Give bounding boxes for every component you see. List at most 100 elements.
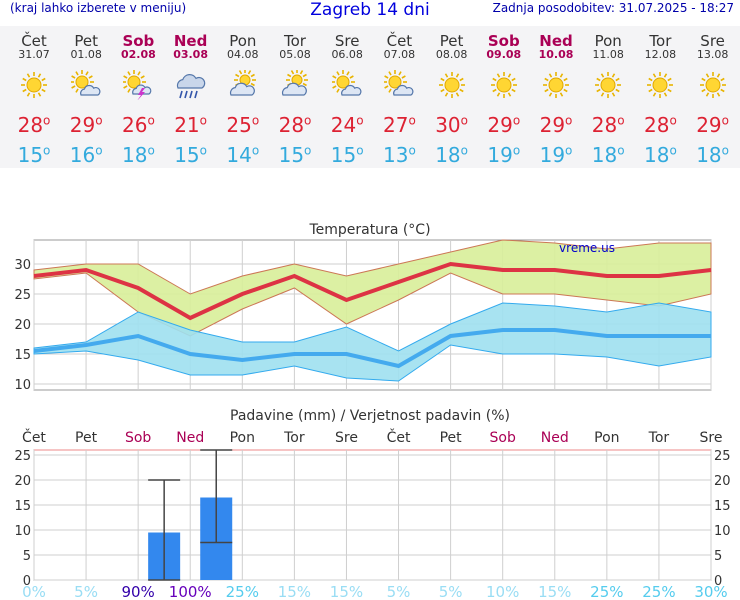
day-name: Tor — [284, 32, 306, 50]
cloud-sun-icon — [228, 69, 258, 100]
min-temperature: 18o — [121, 143, 155, 167]
min-temperature: 18o — [643, 143, 677, 167]
y-tick-label-right: 10 — [714, 524, 731, 539]
day-date: 02.08 — [120, 48, 156, 61]
day-date: 04.08 — [227, 48, 259, 61]
sun-lightning-icon — [122, 70, 153, 101]
precipitation-probability-label: 5% — [439, 583, 463, 600]
x-category-label: Sob — [125, 430, 151, 446]
day-date: 13.08 — [696, 48, 729, 61]
sun-icon — [489, 70, 519, 100]
y-tick-label: 25 — [14, 288, 31, 303]
max-temperature: 30o — [435, 113, 468, 137]
page-title: Zagreb 14 dni — [310, 0, 430, 20]
x-category-label: Pon — [230, 430, 255, 446]
y-tick-label-right: 0 — [714, 574, 722, 589]
min-temperature: 13o — [382, 143, 416, 167]
max-temperature: 27o — [382, 113, 416, 137]
header-note[interactable]: (kraj lahko izberete v meniju) — [10, 1, 187, 15]
day-date: 31.07 — [18, 48, 50, 61]
min-temperature: 15o — [174, 143, 207, 167]
day-date: 05.08 — [279, 48, 311, 61]
y-tick-label-right: 20 — [714, 474, 731, 489]
sun-icon — [698, 70, 728, 100]
y-tick-label-right: 5 — [714, 549, 722, 564]
x-category-label: Pon — [594, 430, 619, 446]
min-temperature: 19o — [539, 143, 573, 167]
temperature-chart-title: Temperatura (°C) — [308, 222, 430, 238]
min-temperature: 15o — [278, 143, 312, 167]
precipitation-probability-label: 90% — [121, 583, 154, 600]
day-name: Sre — [334, 32, 360, 50]
sun-icon — [437, 70, 467, 100]
charts: Temperatura (°C) 10 15 20 25 30 vreme.us Padavi… — [14, 222, 731, 600]
precipitation-probability-label: 25% — [226, 583, 259, 600]
min-temperature: 15o — [330, 143, 364, 167]
min-temperature-range-band — [33, 302, 712, 382]
y-tick-label-right: 25 — [714, 449, 731, 464]
max-temperature: 29o — [487, 113, 521, 137]
max-temperature: 25o — [226, 113, 260, 137]
y-tick-label-right: 15 — [714, 499, 731, 514]
max-temperature: 21o — [174, 113, 207, 137]
x-category-label: Pet — [75, 430, 98, 446]
max-temperature: 28o — [643, 113, 677, 137]
precipitation-probability-label: 15% — [538, 583, 571, 600]
x-category-label: Pet — [440, 430, 463, 446]
precipitation-plot-area — [33, 449, 712, 581]
day-date: 10.08 — [538, 48, 574, 61]
y-tick-label: 10 — [14, 378, 31, 393]
max-temperature: 29o — [539, 113, 573, 137]
last-updated: Zadnja posodobitev: 31.07.2025 - 18:27 — [492, 1, 734, 15]
x-category-label: Čet — [22, 428, 46, 446]
day-name: Sob — [487, 32, 520, 50]
precipitation-probability-label: 0% — [22, 583, 46, 600]
min-temperature: 18o — [696, 143, 729, 167]
x-category-label: Tor — [648, 430, 670, 446]
y-tick-label: 15 — [14, 348, 31, 363]
day-name: Sre — [700, 32, 725, 50]
min-temperature: 14o — [226, 143, 260, 167]
min-temperature: 16o — [69, 143, 103, 167]
day-name: Pet — [439, 32, 464, 50]
sun-icon — [645, 70, 675, 100]
max-temperature: 24o — [330, 113, 364, 137]
max-temperature: 28o — [591, 113, 625, 137]
max-temperature: 28o — [278, 113, 312, 137]
rain-cloud-icon — [176, 70, 206, 100]
max-temperature-line — [33, 261, 712, 321]
x-category-label: Ned — [541, 430, 569, 446]
precipitation-probability-label: 25% — [642, 583, 675, 600]
y-tick-label-left: 15 — [14, 499, 31, 514]
day-name: Tor — [649, 32, 672, 50]
day-name: Pon — [229, 32, 257, 50]
sun-cloud-icon — [331, 70, 362, 100]
watermark: vreme.us — [559, 241, 615, 255]
sun-cloud-icon — [383, 70, 414, 100]
day-name: Čet — [386, 32, 413, 50]
day-date: 09.08 — [486, 48, 522, 61]
x-category-label: Sob — [490, 430, 516, 446]
day-name: Pet — [74, 32, 98, 50]
precipitation-probability-label: 15% — [278, 583, 311, 600]
min-temperature: 18o — [591, 143, 625, 167]
y-tick-label: 20 — [14, 318, 31, 333]
precipitation-probability-label: 5% — [74, 583, 98, 600]
y-tick-label-left: 25 — [14, 449, 31, 464]
day-name: Sob — [122, 32, 155, 50]
sun-icon — [541, 70, 571, 100]
day-date: 08.08 — [435, 48, 468, 61]
min-temperature-line — [33, 328, 711, 369]
x-category-label: Čet — [387, 428, 411, 446]
day-date: 06.08 — [331, 48, 363, 61]
min-temperature: 18o — [435, 143, 468, 167]
day-date: 01.08 — [70, 48, 102, 61]
min-temperature: 15o — [17, 143, 51, 167]
y-tick-label-left: 20 — [14, 474, 31, 489]
day-name: Ned — [539, 32, 573, 50]
precipitation-probability-label: 15% — [330, 583, 363, 600]
forecast-strip: Čet 31.07 28o 15o Pet 01.08 29o 16o Sob 02.08 26o 1… — [0, 26, 740, 168]
y-tick-label: 30 — [14, 258, 31, 273]
day-date: 07.08 — [383, 48, 416, 61]
precipitation-probability-label: 25% — [590, 583, 623, 600]
